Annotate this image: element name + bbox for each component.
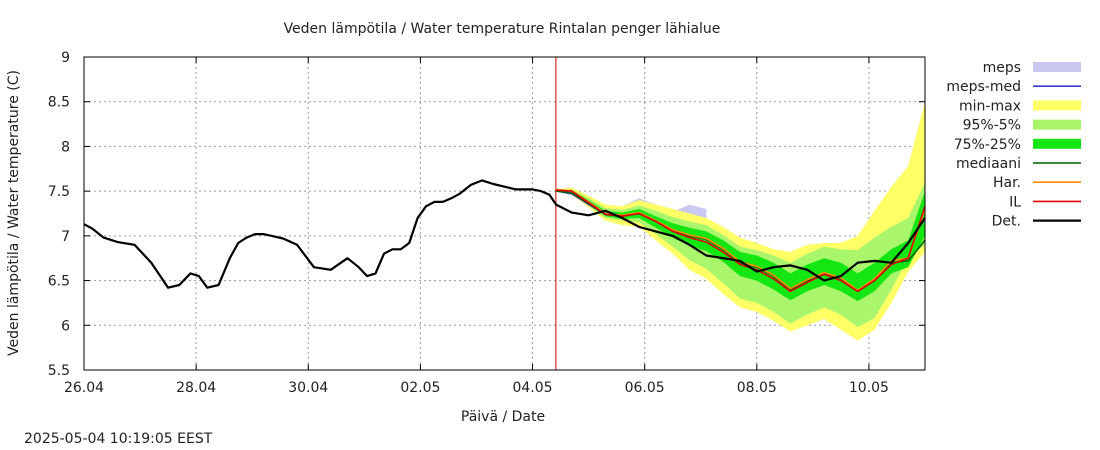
- y-tick-label: 6.5: [48, 274, 70, 290]
- legend: meps meps-med min-max 95%-5% 75%-25% mediaani…: [946, 60, 1081, 230]
- legend-swatch: [1033, 138, 1081, 149]
- x-tick-labels: 26.04 28.04 30.04 02.05 04.05 06.05 08.05 10.05: [64, 380, 889, 396]
- x-tick-label: 26.04: [64, 380, 104, 396]
- y-tick-label: 9: [61, 50, 70, 66]
- x-tick-label: 30.04: [288, 380, 328, 396]
- legend-label: 95%-5%: [963, 118, 1021, 134]
- x-axis-label: Päivä / Date: [461, 409, 545, 425]
- y-tick-label: 8: [61, 139, 70, 155]
- y-tick-label: 7.5: [48, 184, 70, 200]
- x-tick-label: 10.05: [849, 380, 889, 396]
- x-tick-label: 08.05: [737, 380, 777, 396]
- x-tick-label: 04.05: [512, 380, 552, 396]
- legend-label: mediaani: [956, 156, 1021, 172]
- x-tick-label: 28.04: [176, 380, 216, 396]
- legend-swatch: [1033, 119, 1081, 130]
- legend-swatch: [1033, 100, 1081, 111]
- y-tick-label: 8.5: [48, 95, 70, 111]
- legend-label: 75%-25%: [954, 137, 1021, 153]
- legend-label: IL: [1009, 194, 1021, 210]
- y-tick-label: 6: [61, 318, 70, 334]
- y-tick-label: 5.5: [48, 363, 70, 379]
- series-lines: [83, 179, 926, 293]
- legend-label: min-max: [959, 98, 1021, 114]
- legend-label: Har.: [993, 175, 1021, 191]
- y-tick-labels: 5.5 6 6.5 7 7.5 8 8.5 9: [48, 50, 70, 379]
- legend-label: meps-med: [946, 79, 1021, 95]
- x-tick-label: 06.05: [625, 380, 665, 396]
- legend-label: meps: [983, 60, 1021, 76]
- legend-label: Det.: [992, 214, 1021, 230]
- y-axis-label: Veden lämpötila / Water temperature (C): [6, 70, 22, 356]
- plot-frame: [83, 56, 926, 371]
- y-tick-label: 7: [61, 229, 70, 245]
- x-tick-label: 02.05: [400, 380, 440, 396]
- chart-title: Veden lämpötila / Water temperature Rint…: [284, 21, 721, 37]
- series-det: [83, 179, 926, 289]
- legend-swatch: [1033, 62, 1081, 72]
- timestamp: 2025-05-04 10:19:05 EEST: [24, 431, 213, 447]
